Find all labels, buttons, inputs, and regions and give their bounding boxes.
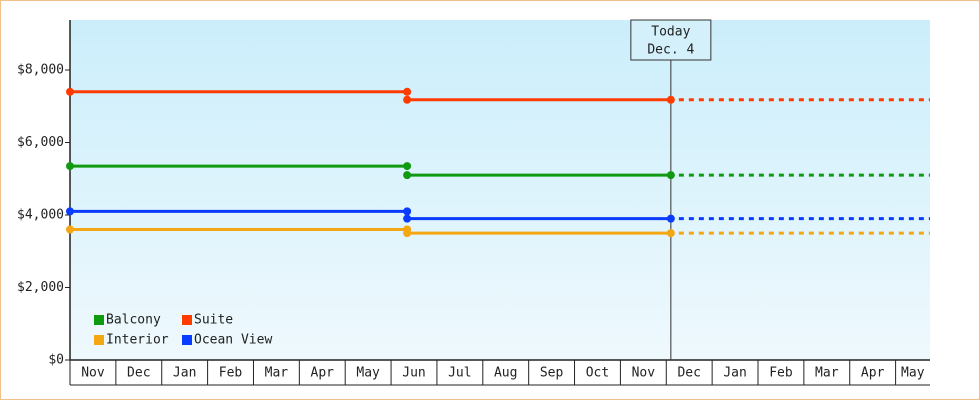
x-tick-label: Jul [448,366,471,381]
legend-label: Balcony [106,313,161,328]
x-tick-label: Sep [540,366,564,381]
today-label: Dec. 4 [647,43,694,58]
price-point [666,229,675,238]
legend-label: Suite [194,313,233,328]
y-tick-label: $0 [48,353,64,368]
price-line [70,228,671,235]
price-point [666,214,675,223]
price-point [403,229,412,238]
plot-area [70,20,930,360]
price-point [403,87,412,96]
price-point [66,207,74,216]
x-tick-label: Dec [127,366,150,381]
price-line [70,209,671,221]
price-line [70,164,671,177]
legend-swatch [94,335,104,345]
price-point [403,162,412,171]
x-tick-label: Jun [402,366,425,381]
legend-label: Ocean View [194,333,272,348]
price-line [70,90,671,102]
x-tick-label: May [901,366,925,381]
x-tick-label: Oct [586,366,609,381]
x-tick-label: Mar [815,366,839,381]
legend-swatch [94,315,104,325]
price-point [66,87,74,96]
x-tick-label: Feb [769,366,793,381]
x-tick-label: Aug [494,366,517,381]
price-point [666,95,675,104]
x-tick-label: Jan [173,366,196,381]
legend-swatch [182,335,192,345]
today-box [630,19,712,61]
x-tick-label: Jan [723,366,746,381]
x-tick-label: Mar [265,366,289,381]
legend-swatch [182,315,192,325]
y-tick-label: $6,000 [17,135,64,150]
price-point [66,162,74,171]
price-point [66,225,74,234]
y-tick-label: $2,000 [17,280,64,295]
price-point [403,171,412,180]
price-point [403,95,412,104]
x-tick-label: Apr [861,366,885,381]
x-tick-label: Nov [81,366,105,381]
x-tick-label: Nov [632,366,656,381]
today-label: Today [651,25,690,40]
x-tick-label: Apr [311,366,335,381]
y-tick-label: $8,000 [17,63,64,78]
price-point [403,207,412,216]
price-point [666,171,675,180]
x-tick-label: Feb [219,366,243,381]
y-tick-label: $4,000 [17,208,64,223]
price-point [403,214,412,223]
legend-label: Interior [106,333,169,348]
x-tick-label: May [356,366,380,381]
x-tick-label: Dec [677,366,700,381]
